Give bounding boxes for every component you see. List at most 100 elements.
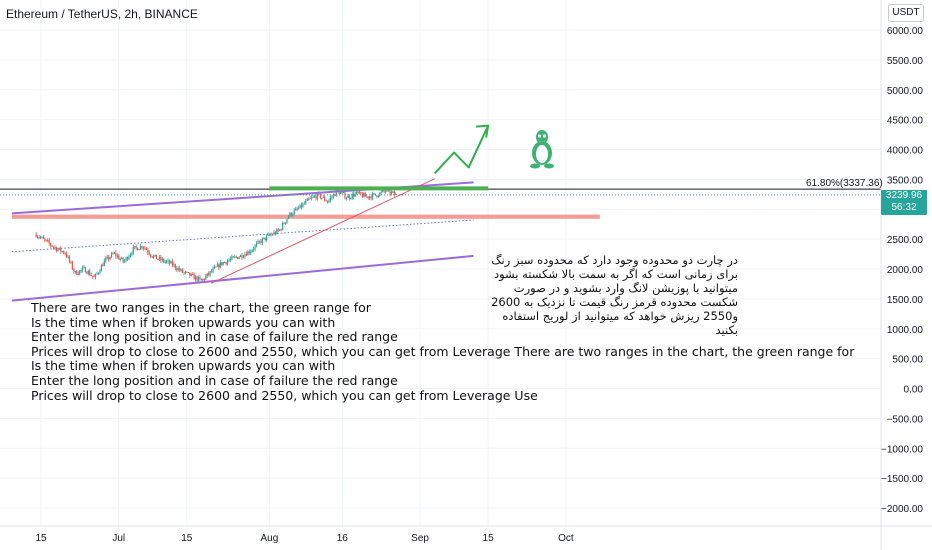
candle-body: [321, 197, 323, 199]
candle-body: [134, 246, 136, 248]
candle-body: [316, 192, 319, 199]
chart-grid: [0, 0, 881, 526]
english-annotation[interactable]: There are two ranges in the chart, the g…: [31, 300, 855, 403]
x-tick-label: Jul: [112, 533, 125, 544]
candle-body: [50, 243, 52, 246]
price-axis[interactable]: 6000.00 5500.00 5000.00 4500.00 4000.00 3500.…: [880, 0, 924, 550]
candle-body: [267, 234, 269, 236]
persian-annotation[interactable]: در چارت دو محدوده وجود دارد که محدوده سب…: [491, 253, 738, 337]
candle-body: [110, 253, 113, 258]
candle-body: [218, 264, 220, 268]
candle-body: [255, 243, 258, 246]
candle-body: [163, 258, 165, 262]
candle-body: [115, 252, 117, 257]
candle-body: [135, 246, 137, 248]
penguin-icon: [530, 130, 554, 169]
currency-selector[interactable]: USDT: [888, 4, 924, 22]
candle-body: [213, 266, 216, 269]
candle-body: [35, 234, 37, 238]
candle-body: [292, 214, 294, 216]
candle-body: [154, 254, 156, 257]
candle-body: [238, 257, 240, 259]
candle-body: [58, 247, 60, 250]
candle-body: [287, 216, 290, 219]
candle-body: [319, 193, 321, 199]
candle-body: [138, 249, 140, 251]
candle-body: [305, 200, 307, 204]
candle-body: [192, 273, 194, 275]
candle-body: [137, 247, 139, 251]
candle-body: [277, 229, 279, 231]
candle-body: [180, 269, 182, 271]
candle-body: [96, 273, 98, 275]
candle-body: [371, 193, 374, 199]
candle-body: [129, 254, 131, 257]
candle-body: [344, 192, 346, 199]
candle-body: [328, 200, 330, 203]
candle-body: [170, 261, 172, 264]
candle-body: [189, 272, 191, 276]
candle-body: [392, 191, 394, 193]
candle-body: [142, 247, 145, 249]
time-axis[interactable]: 15 Jul 15 Aug 16 Sep 15 Oct: [0, 525, 932, 544]
candle-body: [92, 275, 94, 277]
y-tick-label: 2000.00: [887, 265, 924, 276]
candle-body: [167, 260, 169, 262]
candle-body: [297, 208, 300, 210]
candle-body: [128, 256, 130, 260]
candle-body: [119, 258, 121, 260]
candle-body: [284, 222, 287, 224]
candle-body: [257, 241, 259, 244]
candle-body: [168, 260, 171, 264]
penguin-head: [536, 130, 548, 144]
candle-body: [90, 275, 92, 277]
candle-body: [193, 274, 195, 280]
candle-body: [244, 254, 246, 257]
candle-body: [354, 193, 356, 197]
candle-body: [293, 210, 295, 215]
y-tick-label: 6000.00: [887, 26, 924, 37]
y-tick-label: −1500.00: [881, 474, 923, 485]
candle-body: [341, 192, 343, 194]
candle-body: [290, 212, 292, 216]
chart-drawings-front: [0, 124, 881, 302]
y-tick-label: 1500.00: [887, 295, 924, 306]
candle-body: [382, 190, 384, 192]
candle-body: [322, 196, 324, 198]
candle-body: [247, 251, 249, 256]
candle-body: [329, 197, 332, 201]
penguin-eye: [537, 134, 542, 138]
candle-body: [63, 251, 65, 254]
y-tick-label: 1000.00: [887, 325, 924, 336]
candle-body: [125, 257, 127, 261]
candle-body: [295, 208, 297, 211]
candle-body: [377, 196, 379, 198]
candle-body: [161, 258, 163, 261]
fibonacci-label: 61.80%(3337.36): [806, 178, 883, 189]
candle-body: [348, 195, 350, 199]
y-tick-label: 500.00: [892, 355, 923, 366]
candle-body: [274, 232, 276, 234]
candle-body: [312, 196, 314, 198]
x-tick-label: 15: [483, 533, 495, 544]
candle-body: [176, 268, 178, 271]
candle-body: [195, 276, 197, 280]
candle-body: [306, 198, 308, 201]
candle-body: [360, 191, 362, 195]
current-price-value: 3239.96: [885, 190, 923, 201]
x-tick-label: Oct: [558, 533, 574, 544]
candle-body: [386, 189, 388, 192]
candle-body: [364, 193, 366, 197]
candle-body: [187, 272, 189, 274]
candle-body: [210, 271, 213, 273]
candle-body: [289, 212, 291, 217]
candle-body: [379, 192, 381, 197]
candle-body: [151, 256, 153, 258]
candle-body: [152, 256, 155, 258]
candle-body: [44, 238, 46, 240]
candle-body: [212, 268, 214, 272]
candle-body: [109, 257, 111, 260]
candle-body: [302, 203, 304, 208]
candle-body: [148, 252, 150, 255]
